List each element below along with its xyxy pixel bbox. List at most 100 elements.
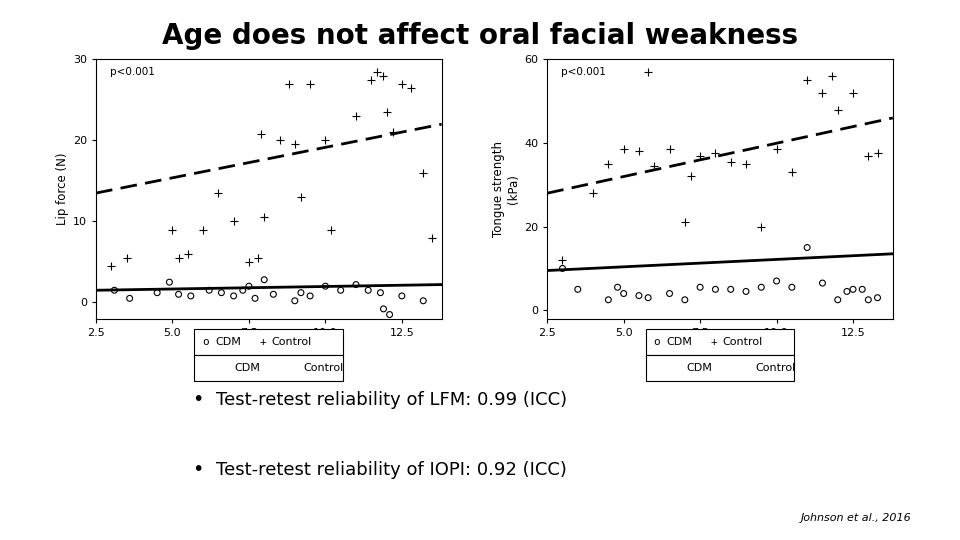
- Point: [251, 254, 266, 262]
- Point: [150, 288, 165, 297]
- Point: [769, 276, 784, 285]
- Point: [416, 296, 431, 305]
- Text: Johnson et al., 2016: Johnson et al., 2016: [802, 514, 912, 523]
- Point: [248, 294, 263, 302]
- Text: CDM: CDM: [685, 363, 711, 373]
- X-axis label: Age: Age: [705, 343, 735, 357]
- Point: [677, 218, 692, 227]
- Point: [854, 285, 870, 294]
- Point: [555, 256, 570, 265]
- Point: [171, 254, 186, 262]
- Point: [854, 51, 870, 59]
- Text: CDM: CDM: [215, 338, 241, 347]
- Point: [281, 79, 297, 88]
- Point: [738, 160, 754, 168]
- Point: [196, 225, 211, 234]
- Point: [723, 158, 738, 166]
- Point: [616, 289, 632, 298]
- Point: [293, 288, 308, 297]
- Point: [361, 286, 376, 295]
- Point: [403, 84, 419, 92]
- Point: [800, 243, 815, 252]
- Point: [784, 283, 800, 292]
- Point: [324, 225, 339, 234]
- Text: Age does not affect oral facial weakness: Age does not affect oral facial weakness: [162, 22, 798, 50]
- Text: Control: Control: [272, 338, 311, 347]
- Point: [171, 290, 186, 299]
- Point: [616, 145, 632, 153]
- Text: Control: Control: [755, 363, 795, 373]
- Point: [161, 278, 177, 286]
- Point: [754, 222, 769, 231]
- Point: [165, 225, 180, 234]
- Point: [375, 71, 391, 80]
- Text: p<0.001: p<0.001: [109, 67, 155, 77]
- Point: [632, 291, 647, 300]
- Point: [601, 160, 616, 168]
- Point: [202, 286, 217, 295]
- Point: [586, 189, 601, 198]
- Point: [318, 282, 333, 291]
- Point: [861, 295, 876, 304]
- Y-axis label: Tongue strength
(kPa): Tongue strength (kPa): [492, 141, 520, 237]
- Point: [677, 295, 692, 304]
- Point: [846, 285, 861, 294]
- Point: [382, 310, 397, 319]
- Point: [769, 145, 784, 153]
- Point: [104, 262, 119, 271]
- Text: CDM: CDM: [235, 363, 260, 373]
- Text: Control: Control: [722, 338, 762, 347]
- Point: [107, 286, 122, 295]
- Point: [784, 168, 800, 177]
- Point: [800, 76, 815, 85]
- Point: [302, 292, 318, 300]
- Point: [348, 280, 364, 289]
- Point: [122, 294, 137, 302]
- Point: [302, 79, 318, 88]
- Point: [370, 68, 385, 76]
- Text: +: +: [259, 338, 267, 347]
- Point: [287, 140, 302, 149]
- Text: •: •: [192, 460, 204, 480]
- Text: p<0.001: p<0.001: [561, 67, 606, 77]
- Point: [610, 283, 625, 292]
- Point: [830, 295, 846, 304]
- Point: [379, 108, 395, 117]
- Point: [815, 89, 830, 97]
- Point: [738, 287, 754, 296]
- Text: o: o: [203, 338, 209, 347]
- Point: [214, 288, 229, 297]
- Point: [684, 172, 699, 181]
- Point: [692, 151, 708, 160]
- Point: [385, 128, 400, 137]
- Point: [180, 249, 196, 258]
- Text: CDM: CDM: [666, 338, 692, 347]
- Point: [235, 286, 251, 295]
- Point: [266, 290, 281, 299]
- Point: [183, 292, 199, 300]
- Point: [661, 145, 677, 153]
- Point: [708, 149, 723, 158]
- Point: [318, 136, 333, 145]
- Text: +: +: [710, 338, 718, 347]
- Point: [692, 283, 708, 292]
- Point: [647, 161, 662, 170]
- Point: [210, 189, 226, 198]
- Point: [226, 217, 241, 226]
- Point: [293, 193, 308, 201]
- Text: Control: Control: [303, 363, 344, 373]
- Point: [364, 76, 379, 84]
- Point: [226, 292, 241, 300]
- Point: [287, 296, 302, 305]
- Point: [861, 151, 876, 160]
- Point: [555, 264, 570, 273]
- Point: [708, 285, 723, 294]
- Point: [348, 112, 364, 120]
- Point: [723, 285, 738, 294]
- Point: [256, 275, 272, 284]
- Point: [640, 293, 656, 302]
- Point: [395, 79, 410, 88]
- Point: [846, 89, 861, 97]
- Point: [416, 168, 431, 177]
- Point: [839, 287, 854, 296]
